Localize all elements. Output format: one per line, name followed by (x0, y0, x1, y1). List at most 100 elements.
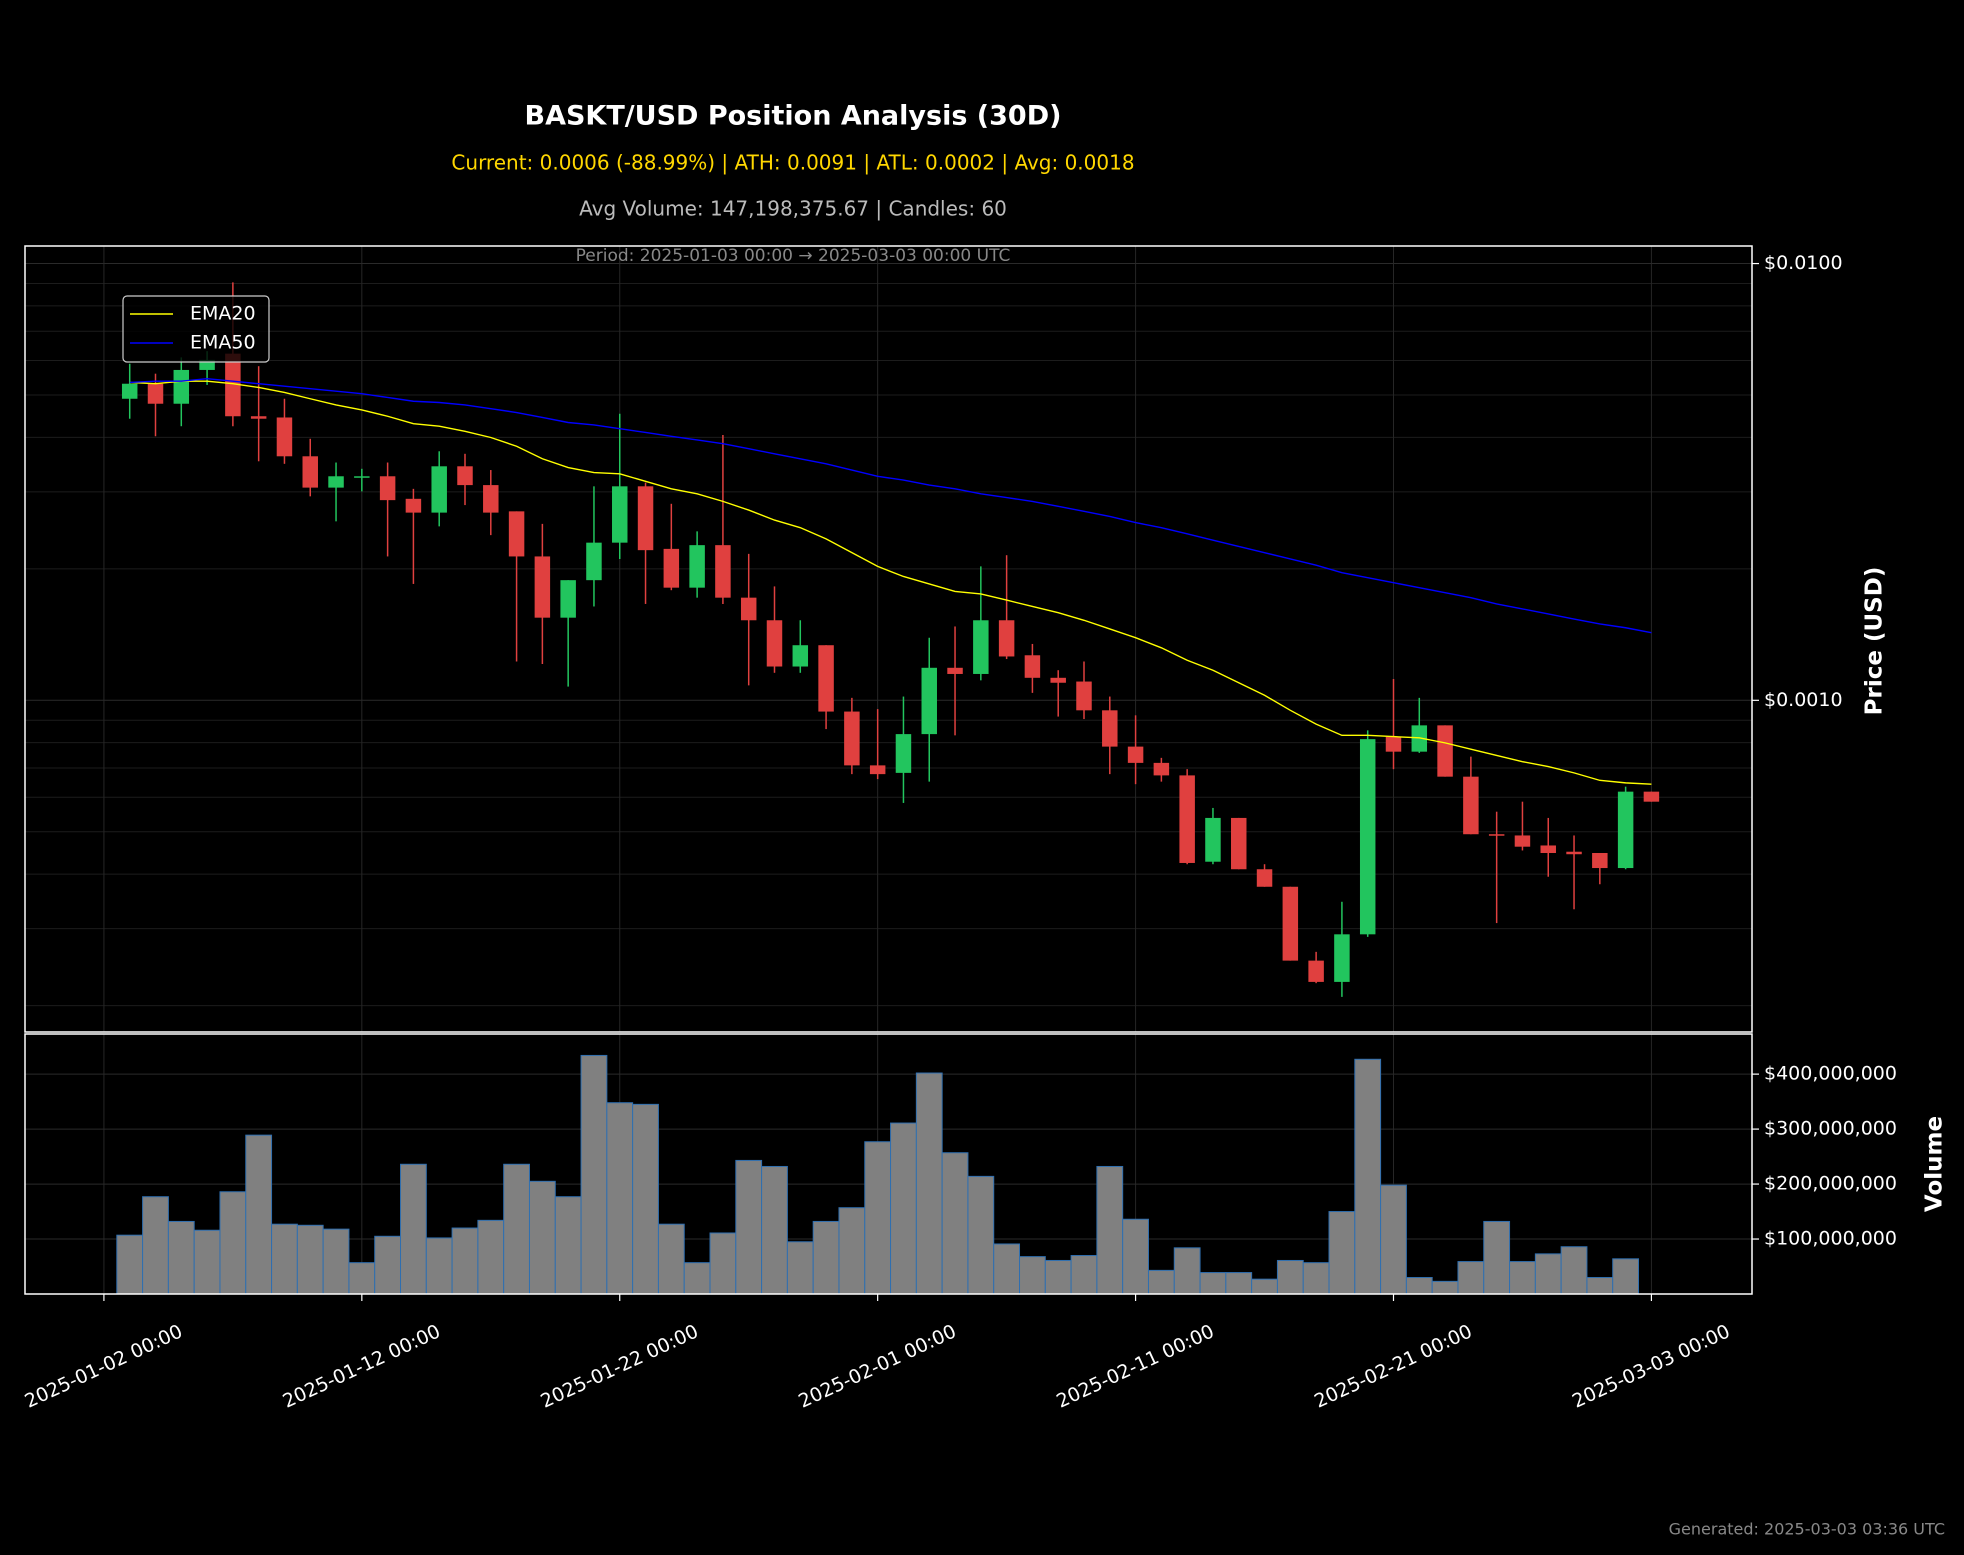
candle-body (1179, 775, 1195, 863)
volume-bar (400, 1163, 427, 1295)
y-axis-label: Price (USD) (1862, 567, 1888, 716)
volume-bar (1354, 1058, 1382, 1295)
candle-body (1592, 852, 1608, 869)
candle-body (818, 645, 834, 712)
volume-bar (1405, 1277, 1433, 1295)
volume-bar (1199, 1272, 1227, 1295)
candle-body (1617, 791, 1634, 869)
candle-body (689, 545, 705, 588)
candle-body (1514, 835, 1531, 847)
volume-bar (1509, 1261, 1536, 1295)
candle-body (302, 456, 318, 488)
candle-body (663, 548, 680, 588)
volume-bar (1122, 1218, 1149, 1295)
candle-body (1127, 746, 1144, 763)
candle-body (483, 485, 499, 513)
candle-body (121, 383, 138, 399)
y-axis-label: Volume (1922, 1116, 1948, 1212)
volume-bar (1044, 1259, 1072, 1295)
price-panel-frame (24, 245, 1753, 1033)
candle-body (1205, 817, 1221, 862)
volume-bar (167, 1220, 195, 1295)
y-tick-label: $0.0100 (1764, 252, 1843, 274)
candle-body (1308, 960, 1324, 982)
candle-body (560, 580, 576, 618)
candle-body (405, 498, 422, 513)
volume-bar (1380, 1184, 1407, 1295)
legend-box (122, 295, 270, 363)
ema-line (129, 377, 1652, 634)
candle-body (895, 734, 912, 773)
candle-body (431, 466, 447, 513)
volume-bar (1457, 1261, 1485, 1295)
volume-bar (1019, 1256, 1046, 1295)
volume-bar (632, 1103, 659, 1295)
candle-body (225, 353, 241, 417)
volume-bar (348, 1262, 376, 1295)
volume-bar (786, 1241, 814, 1295)
candle-body (844, 711, 860, 766)
chart-title: BASKT/USD Position Analysis (30D) (525, 101, 1062, 132)
volume-bar (1560, 1246, 1588, 1295)
volume-bar (1147, 1269, 1175, 1295)
volume-bar (709, 1232, 737, 1295)
volume-bar (890, 1122, 917, 1295)
candle-body (998, 620, 1015, 657)
candle-body (740, 597, 757, 621)
candle-body (586, 542, 602, 581)
volume-bar (245, 1134, 273, 1295)
volume-bar (1328, 1211, 1356, 1295)
candle-body (1256, 869, 1273, 887)
candle-body (1437, 725, 1453, 777)
candle-body (1359, 739, 1376, 935)
candle-body (173, 369, 190, 404)
volume-bar (761, 1165, 788, 1295)
y-tick-label: $400,000,000 (1764, 1063, 1897, 1085)
volume-bar (657, 1223, 685, 1295)
candle-body (1282, 886, 1299, 961)
volume-bar (271, 1223, 298, 1295)
candle-body (1076, 681, 1092, 711)
volume-bar (296, 1224, 324, 1295)
volume-bar (1096, 1165, 1124, 1295)
candle-body (1050, 677, 1066, 683)
candle-body (1488, 834, 1505, 836)
candle-body (1540, 845, 1556, 853)
volume-bar (425, 1237, 453, 1295)
subtitle: Avg Volume: 147,198,375.67 | Candles: 60 (579, 197, 1007, 221)
legend-label: EMA50 (190, 332, 256, 354)
candle-body (276, 417, 293, 457)
volume-bar (941, 1152, 969, 1295)
candle-body (637, 486, 654, 551)
candle-body (379, 476, 396, 501)
candle-body (1334, 934, 1350, 982)
candle-body (1643, 791, 1660, 802)
candle-body (1231, 817, 1247, 870)
volume-bar (219, 1191, 247, 1295)
volume-bar (193, 1229, 221, 1295)
legend-label: EMA20 (190, 303, 256, 325)
volume-bar (374, 1235, 402, 1295)
volume-bar (1302, 1262, 1330, 1295)
candle-body (1463, 776, 1479, 835)
y-tick-label: $200,000,000 (1764, 1173, 1897, 1195)
ema-line (129, 380, 1652, 785)
volume-bar (528, 1180, 556, 1295)
candle-body (869, 765, 886, 775)
candle-body (1566, 851, 1582, 855)
volume-bar (477, 1219, 505, 1295)
candle-body (1024, 655, 1041, 678)
volume-panel-frame (24, 1033, 1753, 1295)
volume-bar (683, 1262, 711, 1295)
volume-bar (838, 1207, 866, 1295)
volume-bar (812, 1220, 840, 1295)
volume-bar (580, 1054, 608, 1295)
volume-bar (1431, 1280, 1459, 1295)
volume-bar (735, 1159, 763, 1295)
legend: EMA20 EMA50 (122, 295, 270, 363)
y-tick-label: $100,000,000 (1764, 1228, 1897, 1250)
candle-body (947, 667, 963, 674)
